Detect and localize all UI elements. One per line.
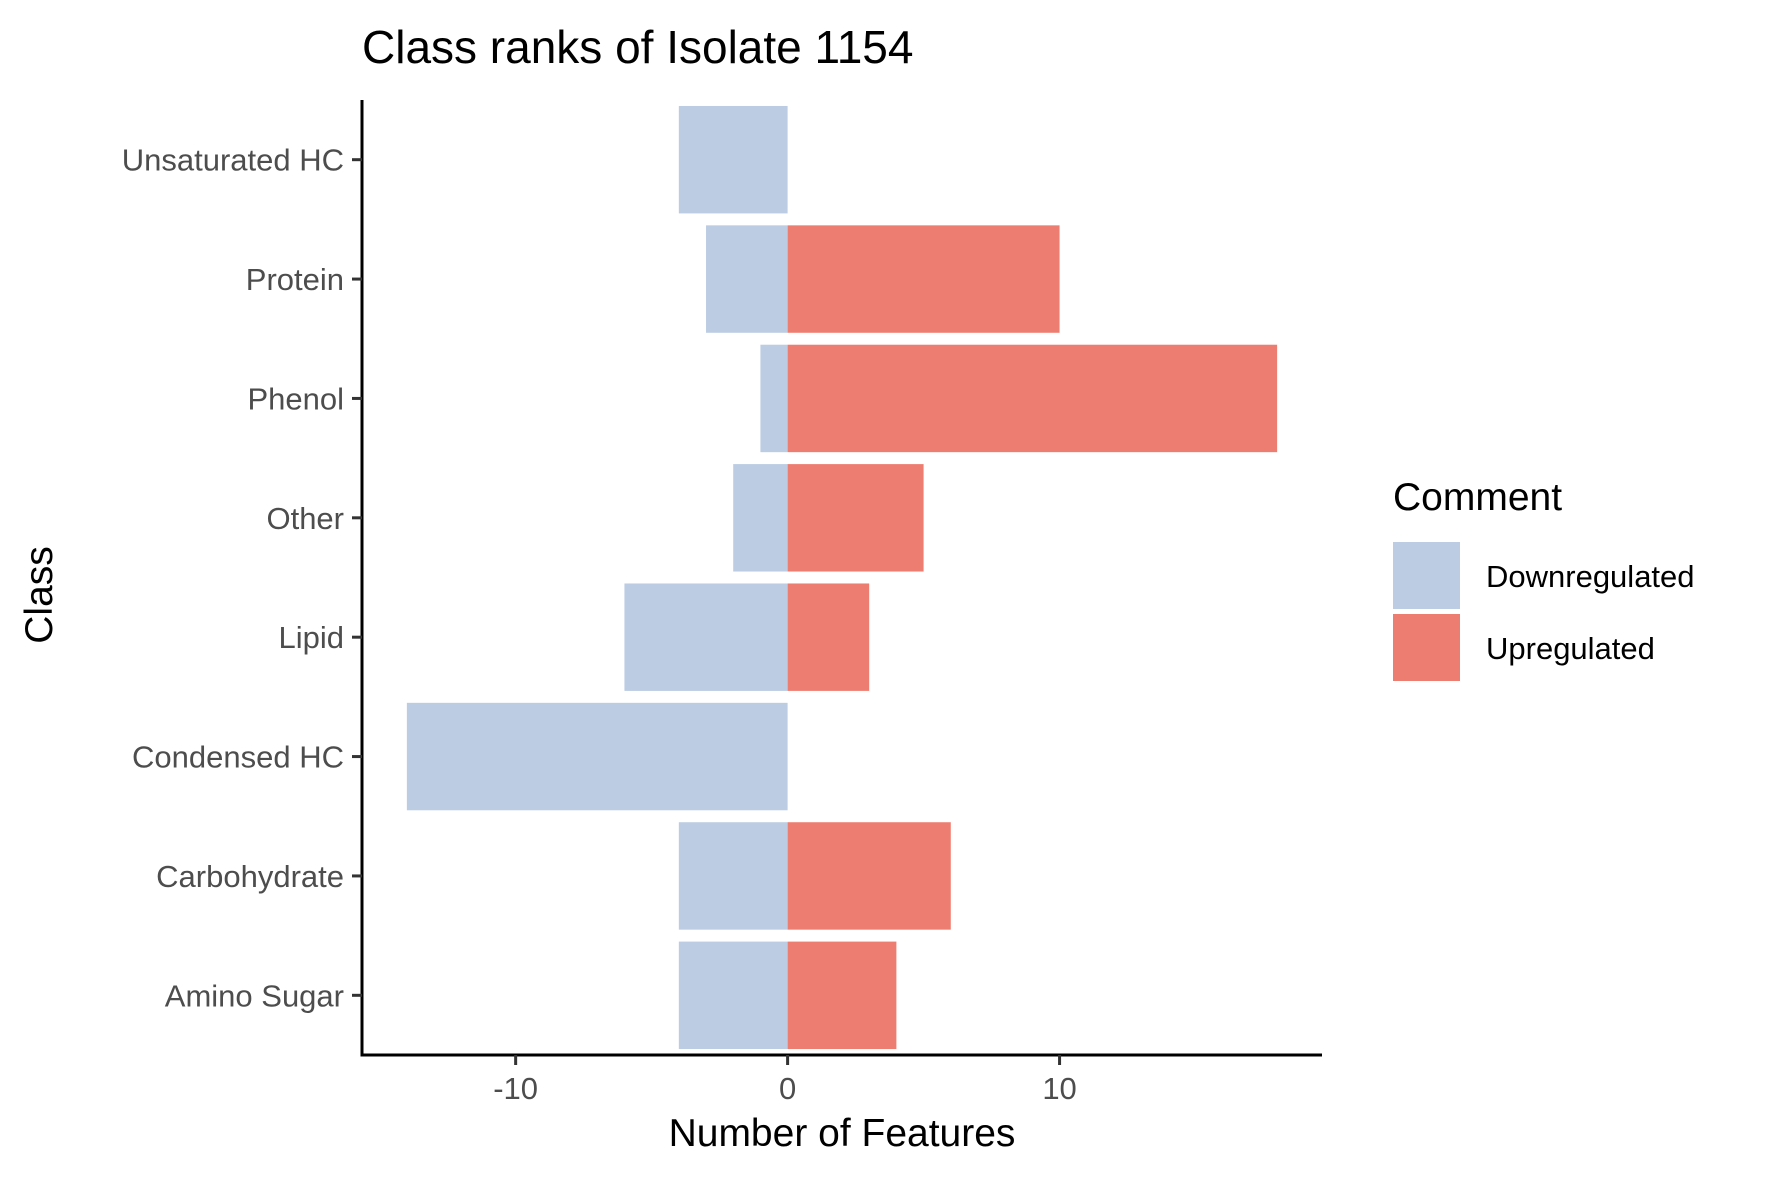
legend-key-upregulated bbox=[1393, 614, 1460, 681]
y-tick-label: Other bbox=[266, 501, 344, 536]
legend-title: Comment bbox=[1393, 476, 1562, 519]
bar-upregulated-lipid bbox=[787, 583, 870, 691]
bar-downregulated-unsaturated-hc bbox=[678, 105, 788, 214]
x-axis-ticks: -10 0 10 bbox=[493, 1055, 1077, 1106]
y-tick-label: Lipid bbox=[279, 620, 345, 655]
bar-downregulated-carbohydrate bbox=[678, 822, 788, 930]
bar-upregulated-protein bbox=[787, 225, 1060, 333]
y-tick-label: Condensed HC bbox=[132, 740, 344, 775]
bar-downregulated-amino-sugar bbox=[678, 941, 788, 1050]
x-tick-label: 0 bbox=[779, 1071, 796, 1106]
y-tick-label: Protein bbox=[246, 262, 344, 297]
y-axis-title: Class bbox=[18, 546, 61, 644]
bar-upregulated-amino-sugar bbox=[787, 941, 897, 1050]
y-tick-label: Amino Sugar bbox=[165, 978, 344, 1013]
bar-upregulated-other bbox=[787, 464, 924, 572]
bar-downregulated-condensed-hc bbox=[406, 702, 788, 811]
bar-downregulated-lipid bbox=[624, 583, 788, 691]
bar-downregulated-phenol bbox=[760, 344, 788, 453]
legend-key-downregulated bbox=[1393, 542, 1460, 609]
bar-downregulated-protein bbox=[706, 225, 788, 333]
legend-label-downregulated: Downregulated bbox=[1486, 559, 1695, 594]
y-tick-label: Unsaturated HC bbox=[122, 143, 344, 178]
x-axis-title: Number of Features bbox=[669, 1112, 1016, 1155]
bar-downregulated-other bbox=[733, 464, 788, 572]
legend-label-upregulated: Upregulated bbox=[1486, 631, 1655, 666]
axes bbox=[360, 100, 1322, 1057]
y-tick-label: Carbohydrate bbox=[156, 859, 344, 894]
bar-upregulated-phenol bbox=[787, 344, 1278, 453]
y-tick-label: Phenol bbox=[247, 381, 344, 416]
x-tick-label: -10 bbox=[493, 1071, 538, 1106]
legend: Comment Downregulated Upregulated bbox=[1393, 476, 1695, 681]
bar-upregulated-carbohydrate bbox=[787, 822, 951, 930]
bars bbox=[406, 105, 1278, 1050]
chart-title: Class ranks of Isolate 1154 bbox=[362, 21, 913, 73]
x-tick-label: 10 bbox=[1042, 1071, 1076, 1106]
y-axis-ticks: Amino Sugar Carbohydrate Condensed HC Lipid… bbox=[122, 143, 362, 1013]
